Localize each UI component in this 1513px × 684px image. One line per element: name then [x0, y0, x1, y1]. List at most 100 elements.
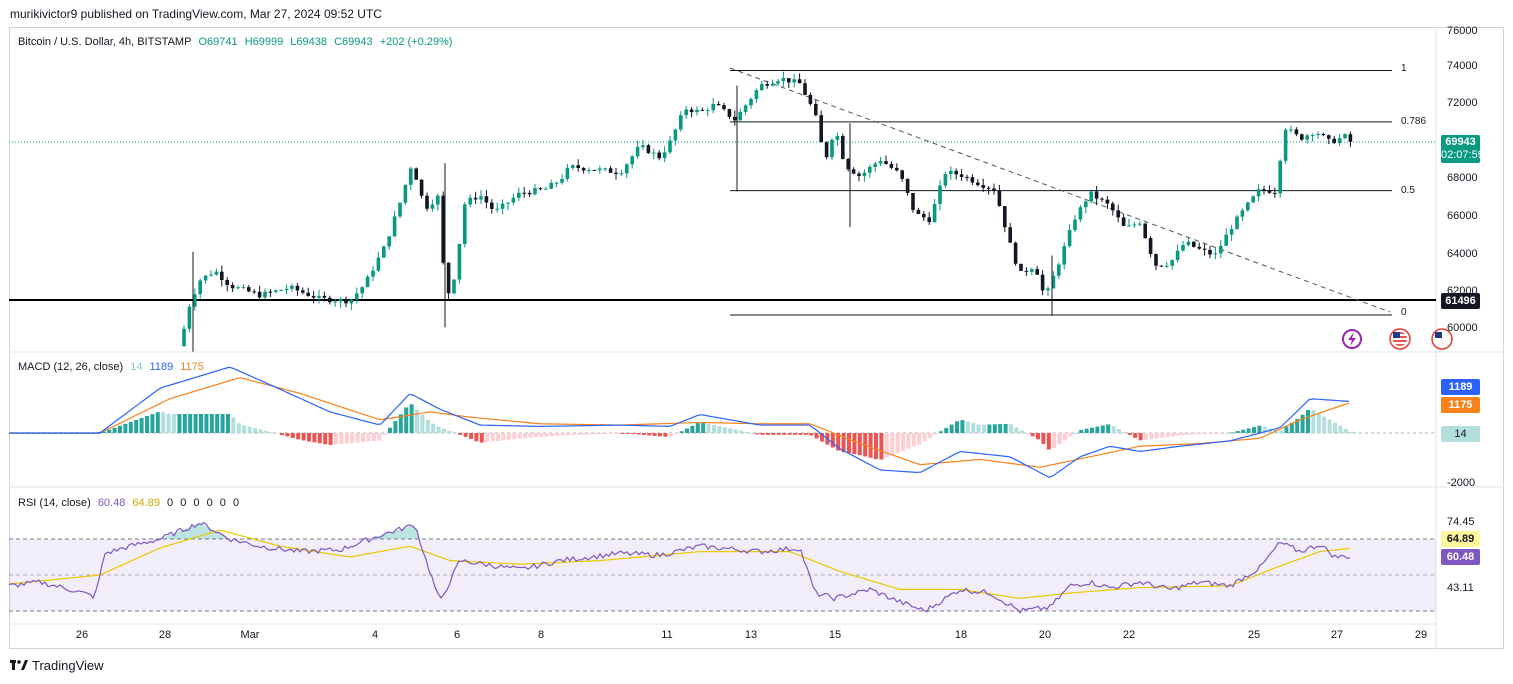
candle-body: [268, 291, 273, 293]
macd-hist-bar: [139, 417, 144, 433]
candle-body: [398, 202, 402, 217]
macd-hist-bar: [204, 413, 209, 433]
candle-body: [1343, 134, 1347, 139]
macd-hist-bar: [717, 426, 722, 433]
candle-body: [257, 291, 262, 298]
us-flag-icon[interactable]: [1431, 328, 1453, 350]
macd-hist-bar: [1208, 433, 1213, 434]
macd-histogram: [10, 404, 1354, 460]
macd-hist-bar: [134, 419, 139, 433]
candle-body: [711, 103, 715, 111]
macd-hist-bar: [830, 433, 835, 448]
macd-hist-bar: [1030, 433, 1035, 437]
candle-body: [1138, 223, 1142, 225]
macd-hist-bar: [641, 433, 646, 435]
candle-body: [576, 165, 580, 169]
macd-hist-bar: [1327, 419, 1332, 433]
macd-hist-bar: [388, 427, 392, 433]
macd-hist-bar: [296, 433, 301, 440]
candle-body: [1348, 134, 1353, 142]
candle-body: [236, 287, 240, 289]
candle-body: [1019, 263, 1023, 271]
candle-body: [1256, 189, 1261, 197]
macd-hist-bar: [582, 433, 587, 435]
time-tick: 15: [828, 629, 842, 641]
candle-body: [1273, 192, 1277, 194]
price-tick: 66000: [1447, 210, 1478, 222]
candle-body: [490, 202, 494, 209]
macd-hist-bar: [1100, 425, 1105, 433]
candle-body: [382, 246, 386, 258]
macd-hist-bar: [539, 433, 544, 437]
candle-body: [338, 298, 343, 302]
candle-body: [527, 192, 532, 195]
candle-body: [954, 170, 958, 175]
candle-body: [241, 287, 246, 289]
macd-hist-bar: [631, 433, 635, 435]
candle-body: [452, 279, 456, 294]
candle-body: [738, 111, 742, 121]
symbol-name: Bitcoin / U.S. Dollar, 4h, BITSTAMP: [18, 36, 192, 48]
lightning-icon[interactable]: [1342, 329, 1362, 349]
candle-body: [851, 169, 856, 174]
rsi-zero-1: 0: [167, 497, 174, 509]
macd-hist-bar: [895, 433, 900, 454]
candles: [182, 71, 1353, 352]
candle-body: [1305, 135, 1309, 140]
candle-body: [1105, 199, 1110, 204]
macd-hist-bar: [199, 413, 203, 433]
macd-hist-bar: [722, 427, 727, 433]
macd-hist-bar: [166, 413, 171, 433]
candle-body: [1181, 245, 1185, 251]
candle-body: [495, 208, 499, 210]
candle-body: [792, 79, 796, 83]
candle-body: [295, 285, 300, 291]
candle-body: [1240, 210, 1245, 217]
macd-hist-bar: [712, 424, 716, 433]
rsi-zero-5: 0: [219, 497, 226, 509]
macd-hist-bar: [998, 424, 1003, 433]
macd-hist-bar: [1090, 427, 1094, 433]
candle-body: [592, 169, 597, 171]
macd-hist-bar: [474, 433, 479, 442]
candle-body: [743, 105, 748, 112]
candle-body: [1046, 288, 1050, 291]
macd-hist-bar: [1160, 433, 1165, 438]
macd-hist-bar: [366, 433, 371, 442]
rsi-value: 60.48: [97, 497, 126, 509]
macd-hist-bar: [220, 413, 225, 433]
macd-hist-bar: [1187, 433, 1192, 435]
candle-body: [927, 217, 931, 223]
macd-hist-bar: [226, 413, 230, 433]
macd-hist-bar: [874, 433, 878, 460]
us-flag-icon[interactable]: [1389, 328, 1411, 350]
candle-body: [830, 139, 834, 158]
candle-body: [662, 152, 667, 159]
candle-body: [603, 168, 607, 170]
candle-body: [619, 173, 624, 175]
candle-body: [814, 103, 818, 116]
last-price-badge: 69943 02:07:59: [1441, 135, 1484, 163]
candle-body: [965, 176, 969, 178]
rsi-legend: RSI (14, close) 60.48 64.89 0 0 0 0 0 0: [18, 497, 243, 509]
candle-body: [1062, 246, 1066, 265]
macd-hist-bar: [123, 423, 128, 433]
tradingview-brand[interactable]: TradingView: [10, 658, 104, 673]
candle-body: [1073, 219, 1077, 231]
candle-body: [641, 145, 645, 148]
macd-hist-bar: [1349, 432, 1354, 434]
fib-label: 0.786: [1401, 116, 1427, 127]
candle-body: [1078, 207, 1083, 220]
macd-hist-bar: [1127, 433, 1132, 435]
candle-body: [733, 116, 737, 121]
macd-hist-bar: [506, 433, 511, 440]
candle-body: [1067, 230, 1072, 247]
candle-body: [1003, 206, 1007, 228]
candle-body: [895, 167, 899, 171]
macd-hist-bar: [328, 433, 333, 445]
macd-hist-bar: [928, 433, 932, 438]
candle-body: [835, 136, 840, 140]
macd-hist-bar: [452, 432, 457, 434]
candle-body: [1175, 250, 1180, 260]
